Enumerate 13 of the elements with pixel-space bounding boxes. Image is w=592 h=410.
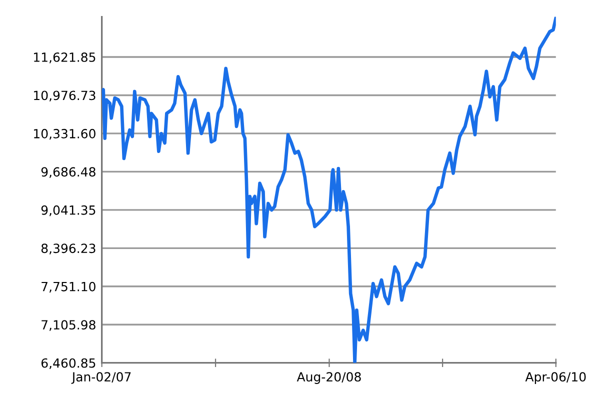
y-tick-label: 9,686.48 [41,167,96,178]
y-tick-label: 7,751.10 [42,282,96,293]
x-tick-label: Apr-06/10 [525,372,586,384]
line-series [102,16,556,363]
y-tick-label: 7,105.98 [42,320,96,331]
y-tick-label: 10,331.60 [34,128,96,140]
y-tick-label: 8,396.23 [41,244,96,254]
y-tick-label: 6,460.85 [41,358,96,370]
x-tick-label: Jan-02/07 [71,372,131,384]
y-tick-label: 9,041.35 [41,205,96,216]
y-tick-label: 10,976.73 [34,90,96,102]
y-tick-label: 11,621.85 [34,52,96,64]
x-tick-label: Aug-20/08 [296,372,361,384]
